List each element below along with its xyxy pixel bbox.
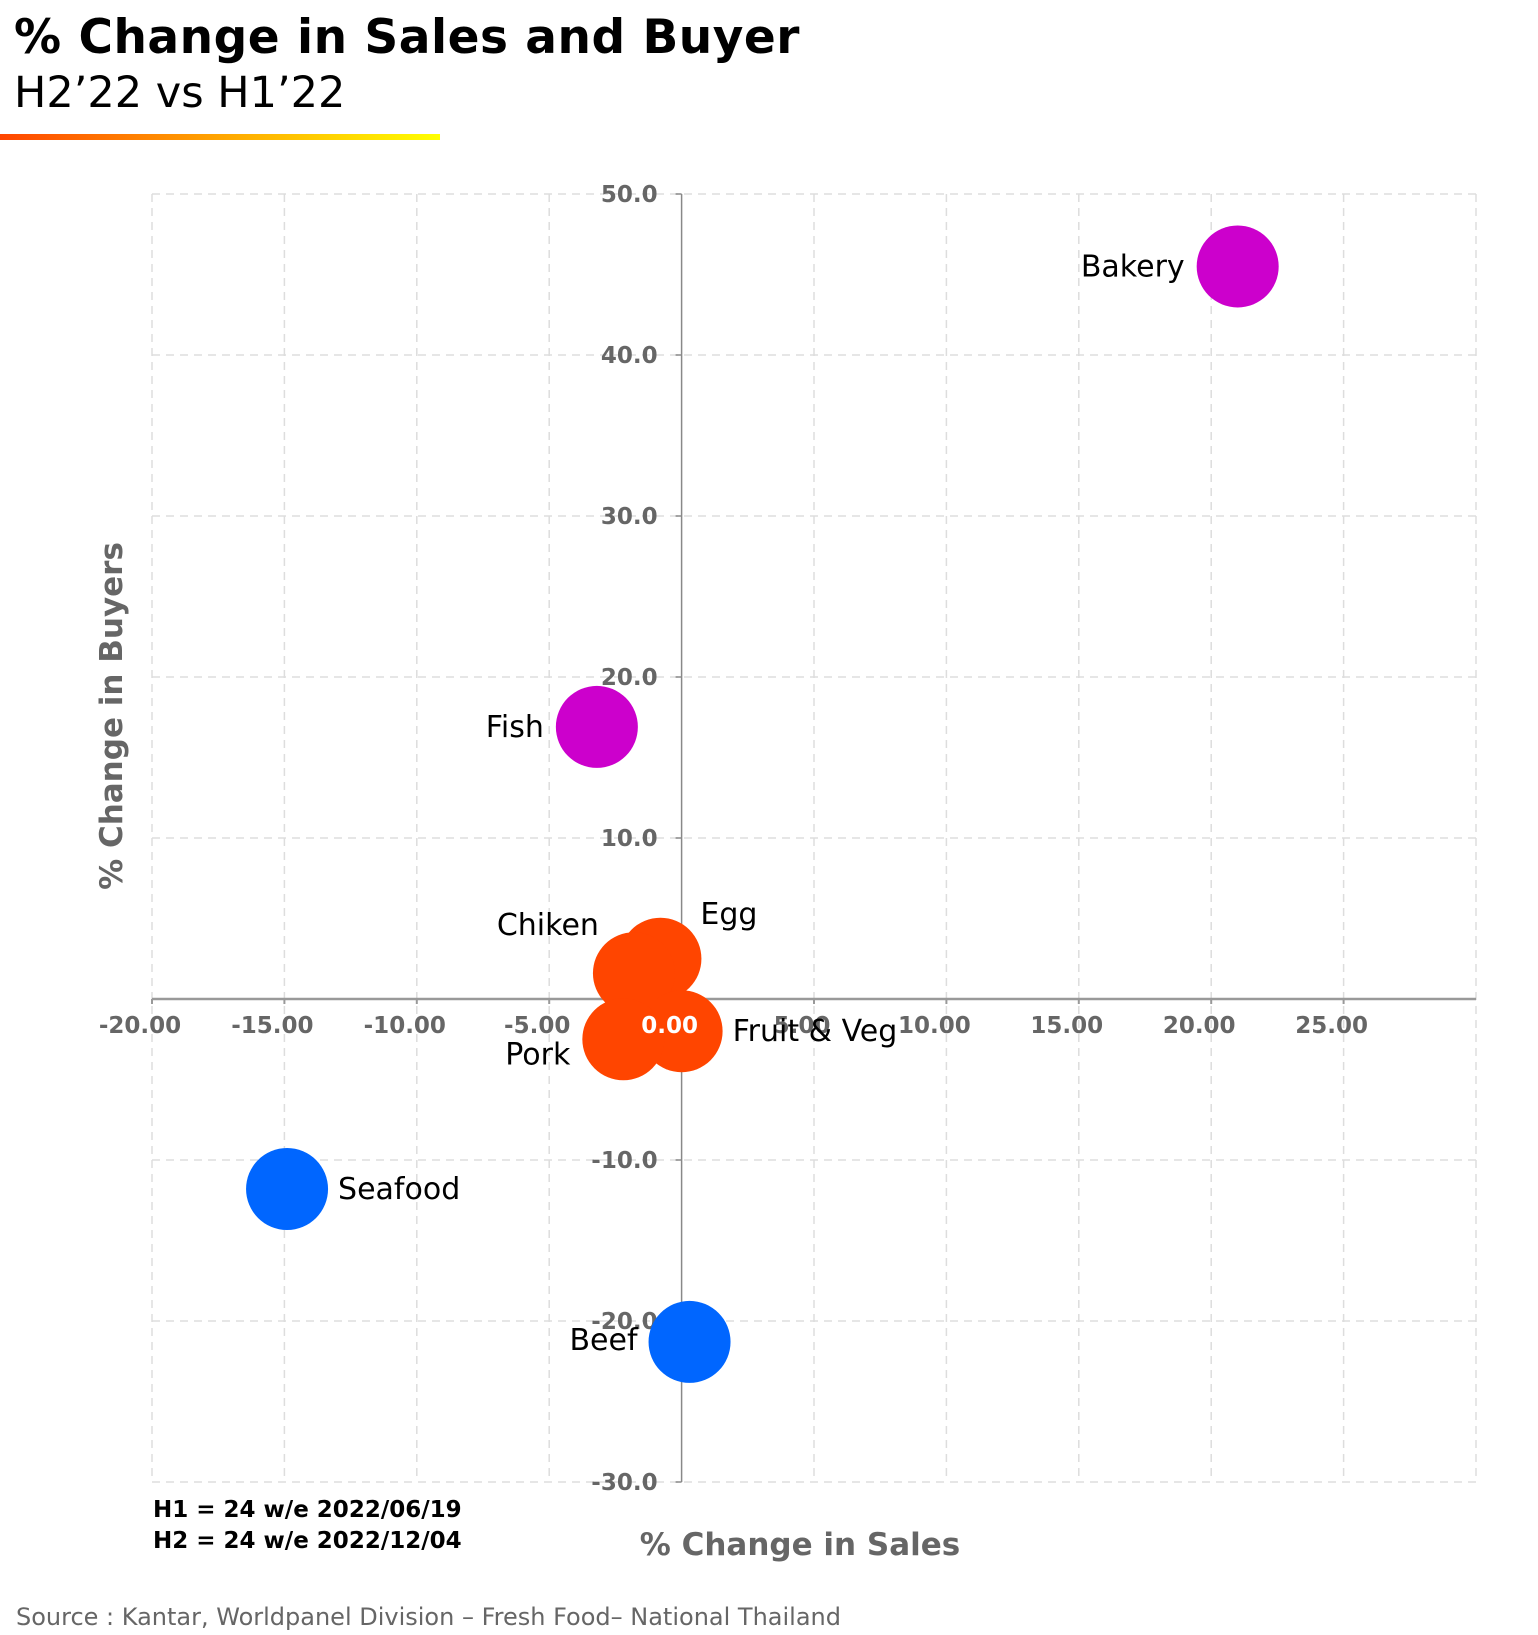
- x-tick-label: 0.00: [641, 1013, 698, 1039]
- point-label: Beef: [569, 1323, 638, 1358]
- data-points: [246, 225, 1279, 1383]
- y-axis-label: % Change in Buyers: [94, 542, 130, 890]
- point-label: Egg: [700, 897, 757, 932]
- y-tick-label: -20.0: [591, 1309, 657, 1335]
- grid-lines: [151, 193, 1477, 1483]
- chart-subtitle: H2’22 vs H1’22: [14, 68, 346, 118]
- point-beef: [648, 1300, 731, 1383]
- y-tick-label: -30.0: [591, 1470, 657, 1496]
- y-tick-label: 10.0: [601, 826, 658, 852]
- x-tick-label: -5.00: [504, 1013, 570, 1039]
- x-tick-label: -10.00: [364, 1013, 446, 1039]
- x-tick-label: 5.00: [774, 1013, 831, 1039]
- x-tick-label: 25.00: [1295, 1013, 1368, 1039]
- y-tick-label: 30.0: [601, 504, 658, 530]
- point-label: Fish: [486, 710, 544, 745]
- point-fish: [555, 685, 638, 768]
- point-label: Fruit & Veg: [733, 1014, 898, 1049]
- source-note: Source : Kantar, Worldpanel Division – F…: [16, 1603, 841, 1631]
- point-label: Seafood: [338, 1172, 460, 1207]
- point-label: Chiken: [497, 908, 599, 943]
- x-tick-label: 15.00: [1030, 1013, 1103, 1039]
- x-axis-label: % Change in Sales: [640, 1527, 961, 1563]
- chart-title: % Change in Sales and Buyer: [14, 10, 800, 65]
- title-accent-bar: [0, 134, 440, 140]
- point-chiken: [592, 932, 675, 1015]
- y-tick-label: 20.0: [601, 665, 658, 691]
- point-labels: -20.00 -15.00 -10.00 -5.00 0.00 5.00 10.00 15.0…: [99, 249, 1368, 1357]
- point-bakery: [1196, 225, 1279, 308]
- x-tick-label: -15.00: [231, 1013, 313, 1039]
- y-tick-label: 50.0: [601, 182, 658, 208]
- x-tick-label: 20.00: [1163, 1013, 1236, 1039]
- x-tick-label: 10.00: [898, 1013, 971, 1039]
- y-tick-label: -10.0: [591, 1148, 657, 1174]
- point-label: Bakery: [1081, 249, 1185, 284]
- point-pork: [582, 998, 665, 1081]
- y-tick-label: 40.0: [601, 343, 658, 369]
- note-h1: H1 = 24 w/e 2022/06/19: [153, 1497, 462, 1523]
- x-tick-label: -20.00: [99, 1013, 181, 1039]
- note-h2: H2 = 24 w/e 2022/12/04: [153, 1528, 462, 1554]
- point-seafood: [246, 1147, 329, 1230]
- point-label: Pork: [505, 1037, 571, 1072]
- period-notes: H1 = 24 w/e 2022/06/19 H2 = 24 w/e 2022/…: [153, 1495, 462, 1557]
